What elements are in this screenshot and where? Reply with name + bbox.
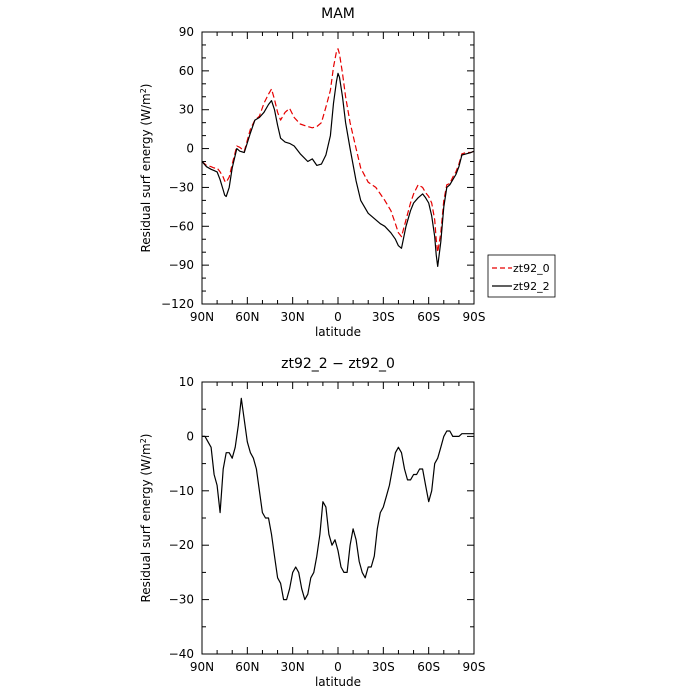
x-tick-label: 90N [190,660,214,674]
y-axis-label-sup: 2 [139,88,148,93]
y-axis-label: Residual surf energy (W/m2) [139,83,154,252]
x-axis-label: latitude [315,675,361,689]
legend-label: zt92_0 [513,262,550,275]
x-axis-label: latitude [315,325,361,339]
series-line-difference [202,397,474,601]
x-tick-label: 30N [281,660,305,674]
y-tick-label: −30 [169,180,194,194]
x-tick-label: 0 [334,660,342,674]
y-tick-label: 60 [179,64,194,78]
y-tick-label: −20 [169,538,194,552]
y-axis-label-tail: ) [139,83,153,88]
x-tick-label: 30S [372,660,395,674]
legend-label: zt92_2 [513,280,550,293]
y-tick-label: 30 [179,103,194,117]
y-tick-label: 10 [179,375,194,389]
x-tick-label: 90N [190,310,214,324]
x-tick-label: 90S [463,660,486,674]
series-line-zt92-2 [201,72,475,267]
chart-title: MAM [321,6,355,22]
y-tick-label: −40 [169,647,194,661]
y-tick-label: 90 [179,25,194,39]
y-axis-label-text: Residual surf energy (W/m [139,93,153,252]
x-tick-label: 30S [372,310,395,324]
plot-frame [201,381,475,655]
y-tick-label: −90 [169,258,194,272]
legend-box [487,254,556,298]
x-tick-label: 60N [235,660,259,674]
x-tick-label: 0 [334,310,342,324]
y-tick-label: 0 [186,429,194,443]
series-line-zt92-0 [201,48,475,253]
x-tick-label: 90S [463,310,486,324]
chart-title: zt92_2 − zt92_0 [281,356,395,372]
x-tick-label: 60S [417,310,440,324]
x-tick-label: 60S [417,660,440,674]
y-tick-label: 0 [186,142,194,156]
y-tick-label: −120 [161,297,194,311]
chart-1: MAM 90N 60N 30N 0 30S 60S 90S 90 60 30 0 −30 −60 −90 −1… [139,6,556,339]
x-tick-label: 60N [235,310,259,324]
y-axis-label: Residual surf energy (W/m2) [139,433,154,602]
y-axis-label-tail: ) [139,433,153,438]
y-axis-label-sup: 2 [139,438,148,443]
y-tick-label: −10 [169,484,194,498]
y-axis-label-text: Residual surf energy (W/m [139,443,153,602]
chart-2: zt92_2 − zt92_0 90N 60N 30N 0 30S 60S 90S 10 0 −10… [139,356,486,689]
legend: zt92_0 zt92_2 [487,254,556,298]
y-tick-label: −30 [169,593,194,607]
y-tick-label: −60 [169,219,194,233]
x-tick-label: 30N [281,310,305,324]
